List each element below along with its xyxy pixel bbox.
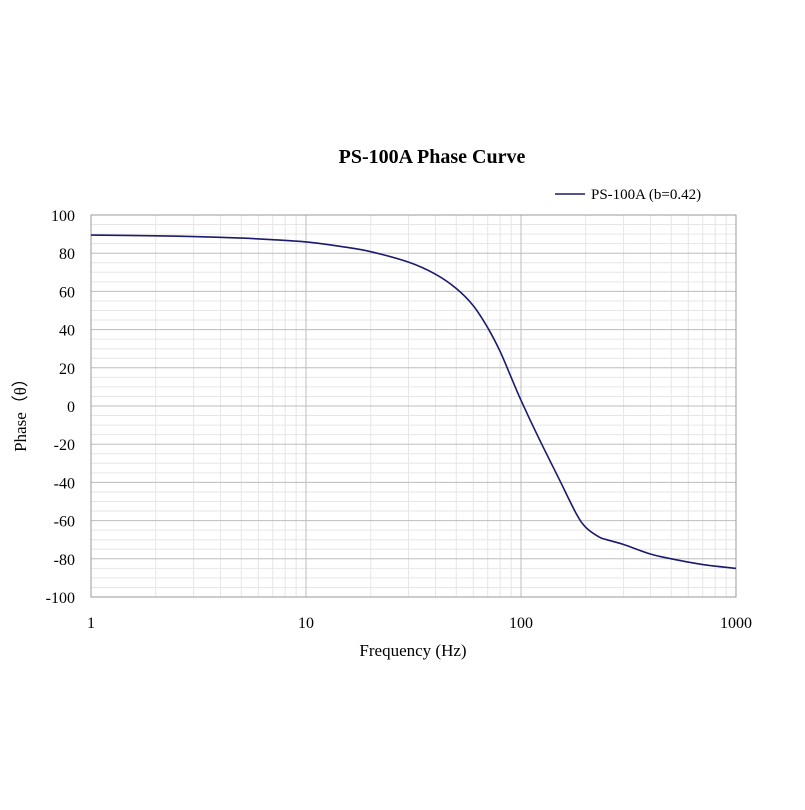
x-tick-label: 100 — [509, 615, 533, 632]
y-tick-label: -100 — [46, 590, 75, 607]
x-axis-ticks: 1 10 100 1000 — [87, 615, 752, 632]
y-axis-label: Phase（θ） — [11, 370, 30, 452]
series-line-ps100a — [90, 234, 737, 570]
y-tick-label: -60 — [54, 514, 75, 531]
y-tick-label: -40 — [54, 475, 75, 492]
x-axis-label: Frequency (Hz) — [359, 641, 466, 660]
x-tick-label: 1 — [87, 615, 95, 632]
y-tick-label: 0 — [67, 399, 75, 416]
y-tick-label: -20 — [54, 437, 75, 454]
y-tick-label: -80 — [54, 552, 75, 569]
legend: PS-100A (b=0.42) — [555, 187, 701, 203]
x-tick-label: 10 — [298, 615, 314, 632]
chart-title: PS-100A Phase Curve — [339, 146, 526, 168]
legend-label: PS-100A (b=0.42) — [591, 187, 701, 203]
y-tick-label: 40 — [59, 323, 75, 340]
y-tick-label: 20 — [59, 361, 75, 378]
y-tick-label: 100 — [51, 208, 75, 225]
x-tick-label: 1000 — [720, 615, 752, 632]
y-tick-label: 80 — [59, 246, 75, 263]
y-tick-label: 60 — [59, 284, 75, 301]
y-axis-ticks: 100 80 60 40 20 0 -20 -40 -60 -80 -100 — [46, 208, 75, 607]
plot-frame — [90, 214, 737, 598]
